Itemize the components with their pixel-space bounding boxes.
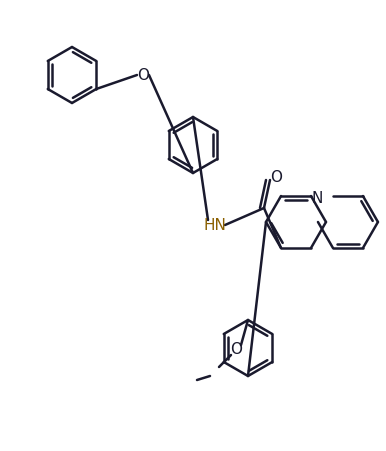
Text: O: O xyxy=(230,342,242,358)
Text: O: O xyxy=(270,170,282,185)
Text: N: N xyxy=(312,190,323,206)
Text: O: O xyxy=(137,68,149,83)
Text: HN: HN xyxy=(203,217,227,233)
